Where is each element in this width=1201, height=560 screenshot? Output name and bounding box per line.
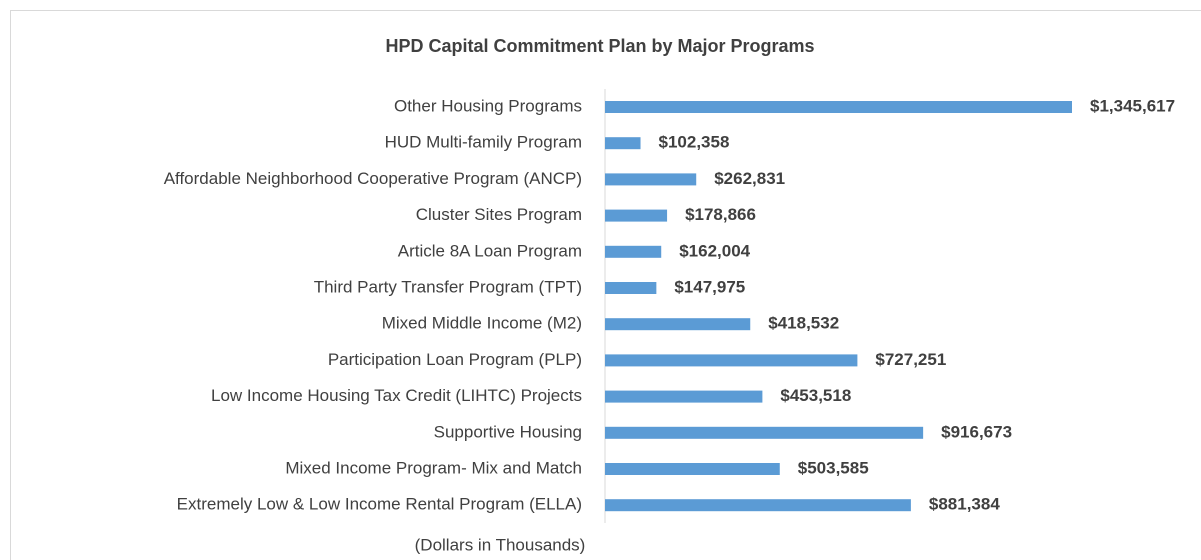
- value-label: $147,975: [674, 277, 745, 296]
- chart-border: [10, 10, 1201, 560]
- y-tick-label: Cluster Sites Program: [416, 205, 582, 224]
- bar: [605, 354, 858, 367]
- y-tick-label: Mixed Middle Income (M2): [382, 314, 582, 333]
- y-tick-label: Affordable Neighborhood Cooperative Prog…: [164, 169, 582, 188]
- bar: [605, 426, 924, 439]
- bar: [605, 282, 657, 294]
- value-label: $162,004: [679, 241, 750, 260]
- bar: [605, 137, 641, 150]
- bar: [605, 173, 697, 186]
- value-label: $453,518: [780, 386, 851, 405]
- value-label: $727,251: [875, 350, 946, 369]
- bar: [605, 245, 662, 258]
- x-axis-label: (Dollars in Thousands): [415, 535, 586, 554]
- y-tick-label: Supportive Housing: [434, 422, 582, 441]
- y-tick-label: HUD Multi-family Program: [385, 133, 582, 152]
- y-tick-label: Participation Loan Program (PLP): [328, 350, 582, 369]
- bar: [605, 318, 751, 331]
- y-tick-label: Low Income Housing Tax Credit (LIHTC) Pr…: [211, 386, 582, 405]
- y-tick-label: Third Party Transfer Program (TPT): [314, 277, 582, 296]
- y-tick-label: Mixed Income Program- Mix and Match: [285, 458, 582, 477]
- value-label: $418,532: [768, 314, 839, 333]
- chart-title: HPD Capital Commitment Plan by Major Pro…: [385, 36, 814, 56]
- value-label: $102,358: [659, 133, 730, 152]
- value-label: $881,384: [929, 495, 1000, 514]
- bar: [605, 390, 763, 403]
- value-label: $503,585: [798, 458, 869, 477]
- bar: [605, 499, 911, 512]
- bar: [605, 209, 668, 222]
- y-tick-label: Article 8A Loan Program: [398, 241, 582, 260]
- bar: [605, 463, 780, 475]
- bar: [605, 101, 1072, 113]
- value-label: $262,831: [714, 169, 785, 188]
- value-label: $1,345,617: [1090, 96, 1175, 115]
- value-label: $178,866: [685, 205, 756, 224]
- value-label: $916,673: [941, 422, 1012, 441]
- y-tick-label: Extremely Low & Low Income Rental Progra…: [177, 495, 582, 514]
- y-tick-label: Other Housing Programs: [394, 96, 582, 115]
